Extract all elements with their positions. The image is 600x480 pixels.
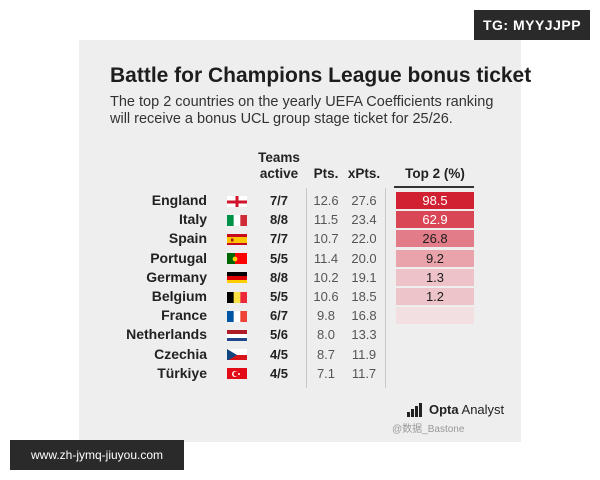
top2-bar — [396, 268, 474, 286]
xpts-value: 22.0 — [351, 231, 377, 247]
spain-flag-icon — [227, 233, 247, 245]
tg-badge: TG: MYYJJPP — [474, 10, 590, 40]
pts-value: 8.7 — [316, 346, 336, 362]
header-pts: Pts. — [313, 166, 339, 181]
top2-bar — [396, 288, 474, 305]
country-label: France — [161, 307, 207, 324]
opta-logo: Opta Analyst — [407, 402, 504, 417]
teams-active-value: 5/6 — [269, 327, 289, 343]
site-badge: www.zh-jymq-jiuyou.com — [10, 440, 184, 470]
country-label: Spain — [168, 230, 207, 247]
teams-active-value: 4/5 — [269, 365, 289, 381]
france-flag-icon — [227, 310, 247, 322]
xpts-value: 20.0 — [351, 250, 377, 266]
chart-title: Battle for Champions League bonus ticket — [110, 64, 532, 87]
xpts-value: 13.3 — [351, 327, 377, 343]
germany-flag-icon — [227, 271, 247, 284]
xpts-value: 11.9 — [351, 346, 377, 362]
header-divider — [394, 186, 474, 188]
teams-active-value: 6/7 — [269, 308, 289, 324]
top2-value: 98.5 — [422, 193, 448, 208]
column-divider-left — [306, 188, 307, 388]
top2-value — [396, 307, 474, 324]
country-label: Portugal — [150, 249, 207, 266]
header-xpts: xPts. — [347, 166, 381, 181]
teams-active-value: 8/8 — [269, 269, 289, 285]
chart-subtitle: The top 2 countries on the yearly UEFA C… — [110, 94, 494, 127]
header-teams-active: Teams active — [258, 150, 300, 181]
pts-value: 10.6 — [313, 289, 339, 304]
xpts-value: 27.6 — [351, 193, 377, 208]
teams-active-value: 7/7 — [269, 231, 289, 247]
opta-bars-icon — [407, 402, 422, 417]
top2-value: 26.8 — [422, 231, 448, 247]
pts-value: 12.6 — [313, 193, 339, 208]
top2-bar — [396, 192, 474, 209]
weibo-watermark: @数据_Bastone — [392, 424, 465, 435]
pts-value: 11.5 — [313, 212, 339, 228]
teams-active-value: 4/5 — [269, 346, 289, 362]
xpts-value: 16.8 — [351, 308, 377, 324]
opta-brand-strong: Opta — [429, 402, 459, 417]
top2-bar — [396, 230, 474, 248]
top2-value: 1.3 — [425, 269, 445, 285]
header-top2: Top 2 (%) — [405, 166, 465, 181]
czechia-flag-icon — [227, 348, 247, 361]
top2-value: 62.9 — [422, 212, 448, 228]
xpts-value: 19.1 — [351, 269, 377, 285]
top2-value: 1.2 — [425, 289, 445, 304]
pts-value: 10.7 — [313, 231, 339, 247]
top2-bar — [396, 211, 474, 229]
top2-value: 9.2 — [425, 250, 445, 266]
pts-value: 9.8 — [316, 308, 336, 324]
teams-active-value: 5/5 — [269, 250, 289, 266]
country-label: Netherlands — [126, 326, 207, 343]
country-label: Belgium — [151, 288, 207, 304]
turkiye-flag-icon — [227, 367, 247, 380]
country-label: Türkiye — [157, 364, 207, 381]
pts-value: 10.2 — [313, 269, 339, 285]
top2-bar — [396, 249, 474, 267]
pts-value: 8.0 — [316, 327, 336, 343]
xpts-value: 23.4 — [351, 212, 377, 228]
italy-flag-icon — [227, 214, 247, 226]
country-label: Italy — [178, 211, 207, 228]
xpts-value: 18.5 — [351, 289, 377, 304]
teams-active-value: 5/5 — [269, 289, 289, 304]
pts-value: 7.1 — [316, 365, 336, 381]
teams-active-value: 7/7 — [269, 193, 289, 208]
column-divider-right — [385, 188, 386, 388]
belgium-flag-icon — [227, 291, 247, 303]
portugal-flag-icon — [227, 252, 247, 265]
country-label: England — [151, 192, 207, 208]
top2-cell-bg — [396, 307, 474, 325]
pts-value: 11.4 — [313, 250, 339, 266]
england-flag-icon — [227, 195, 247, 207]
country-label: Germany — [146, 268, 207, 285]
country-label: Czechia — [154, 345, 207, 362]
xpts-value: 11.7 — [351, 365, 377, 381]
opta-brand-light: Analyst — [458, 402, 505, 417]
netherlands-flag-icon — [227, 329, 247, 341]
teams-active-value: 8/8 — [269, 212, 289, 228]
